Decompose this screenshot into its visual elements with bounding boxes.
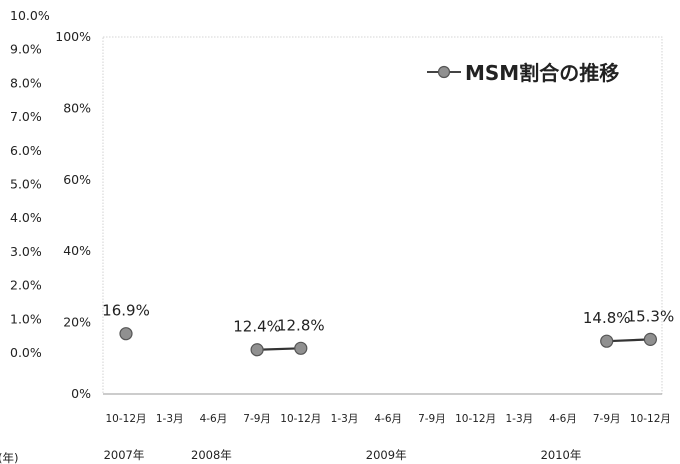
x-tick-label: 7-9月 xyxy=(243,413,271,425)
data-label: 15.3% xyxy=(627,307,675,325)
y-secondary-tick-label: 1.0% xyxy=(10,311,42,326)
x-tick-label: 4-6月 xyxy=(374,413,402,425)
data-point xyxy=(643,332,658,346)
y-secondary-tick-label: 7.0% xyxy=(10,109,42,124)
y-secondary-tick-label: 4.0% xyxy=(10,210,42,225)
y-secondary-tick-label: 6.0% xyxy=(10,143,42,158)
data-label: 14.8% xyxy=(583,309,631,327)
x-tick-label: 10-12月 xyxy=(630,413,671,425)
legend-label: MSM割合の推移 xyxy=(465,61,619,85)
year-label: 2008年 xyxy=(191,448,232,462)
y-primary-tick-label: 60% xyxy=(63,172,91,187)
series-line-segment xyxy=(257,347,301,351)
y-secondary-tick-label: 8.0% xyxy=(10,75,42,90)
x-tick-label: 1-3月 xyxy=(331,413,359,425)
year-label: 2010年 xyxy=(541,448,582,462)
x-tick-label: 10-12月 xyxy=(280,413,321,425)
y-secondary-tick-label: 10.0% xyxy=(10,8,50,23)
x-tick-label: 7-9月 xyxy=(418,413,446,425)
data-label: 12.4% xyxy=(233,318,281,336)
y-primary-tick-label: 40% xyxy=(63,243,91,258)
x-axis-unit-label: (年) xyxy=(0,451,18,464)
y-secondary-tick-label: 9.0% xyxy=(10,42,42,57)
data-point xyxy=(600,334,614,348)
legend-marker xyxy=(437,65,451,79)
data-label: 12.8% xyxy=(277,316,325,334)
year-label: 2009年 xyxy=(366,448,407,462)
x-tick-label: 10-12月 xyxy=(105,413,146,425)
y-secondary-tick-label: 5.0% xyxy=(10,177,42,192)
y-secondary-tick-label: 3.0% xyxy=(10,244,42,259)
data-point xyxy=(119,327,133,341)
x-tick-label: 1-3月 xyxy=(156,413,184,425)
x-tick-label: 7-9月 xyxy=(593,413,621,425)
y-primary-tick-label: 100% xyxy=(55,29,91,44)
x-tick-label: 1-3月 xyxy=(505,413,533,425)
y-primary-tick-label: 0% xyxy=(71,386,91,401)
data-point xyxy=(294,341,308,355)
x-tick-label: 10-12月 xyxy=(455,413,496,425)
plot-area-frame xyxy=(102,36,663,395)
year-label: 2007年 xyxy=(104,448,145,462)
data-point xyxy=(250,343,264,357)
data-label: 16.9% xyxy=(102,302,150,320)
x-tick-label: 4-6月 xyxy=(549,413,577,425)
y-primary-tick-label: 80% xyxy=(63,100,91,115)
x-tick-label: 4-6月 xyxy=(200,413,228,425)
y-secondary-tick-label: 0.0% xyxy=(10,345,42,360)
series-line-segment xyxy=(606,338,651,343)
y-primary-tick-label: 20% xyxy=(63,315,91,330)
y-secondary-tick-label: 2.0% xyxy=(10,278,42,293)
